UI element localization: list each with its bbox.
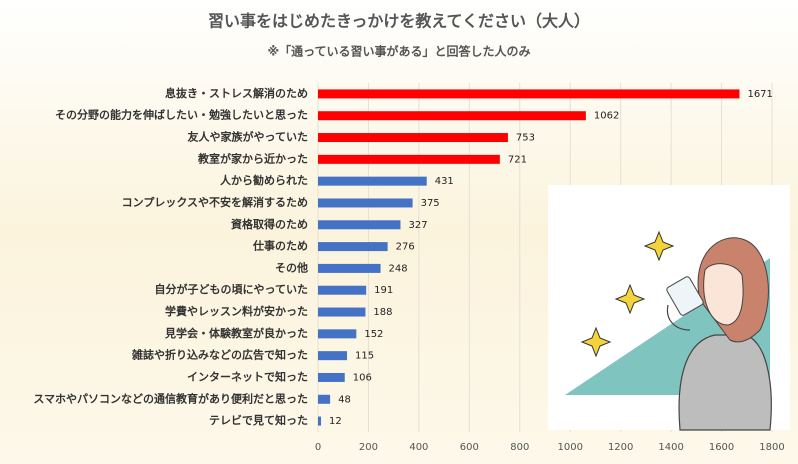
x-tick-label: 600 (460, 442, 479, 453)
illustration (548, 185, 790, 431)
x-tick-label: 1800 (759, 442, 784, 453)
data-label: 1671 (747, 89, 772, 100)
bar (318, 307, 366, 317)
y-tick-label: 見学会・体験教室が良かった (164, 326, 308, 340)
x-tick-label: 1400 (658, 442, 683, 453)
data-label: 188 (373, 307, 392, 318)
sparkle (643, 230, 675, 262)
y-tick-label: その他 (275, 260, 308, 274)
y-tick-label: 雑誌や折り込みなどの広告で知った (131, 348, 308, 362)
bar (318, 198, 413, 208)
data-label: 248 (389, 263, 408, 274)
bar (318, 285, 367, 295)
y-tick-label: 教室が家から近かった (197, 151, 308, 165)
x-tick-label: 800 (510, 442, 529, 453)
y-tick-label: 人から勧められた (220, 173, 308, 187)
bar (318, 372, 345, 382)
bar (318, 242, 388, 252)
y-tick-label: コンプレックスや不安を解消するため (122, 195, 308, 209)
data-label: 431 (435, 176, 454, 187)
chart-title: 習い事をはじめたきっかけを教えてください（大人） (208, 12, 590, 31)
data-label: 721 (508, 154, 527, 165)
sparkle (614, 283, 646, 315)
data-label: 12 (329, 416, 342, 427)
y-tick-label: その分野の能力を伸ばしたい・勉強したいと思った (55, 108, 308, 122)
x-tick-label: 1200 (608, 442, 633, 453)
bar (318, 220, 401, 230)
bar (318, 89, 740, 99)
bar (318, 133, 508, 143)
plot-area: 0 200 400 600 800 1000 1200 1400 1600 1800 息抜き・ストレ… (33, 83, 785, 453)
y-tick-label: 自分が子どもの頃にやっていた (155, 282, 308, 296)
bar (318, 329, 357, 339)
figure-hand (666, 304, 691, 331)
data-label: 753 (516, 133, 535, 144)
data-label: 327 (408, 220, 427, 231)
bar (318, 154, 500, 164)
y-tick-label: 友人や家族がやっていた (188, 130, 308, 144)
data-label: 1062 (594, 111, 619, 122)
x-tick-label: 1000 (557, 442, 582, 453)
data-label: 48 (338, 394, 351, 405)
figure-face (703, 263, 744, 326)
sparkle (580, 326, 612, 358)
x-tick-label: 1600 (709, 442, 734, 453)
bar (318, 263, 381, 273)
data-label: 375 (421, 198, 440, 209)
data-label: 115 (355, 351, 374, 362)
x-tick-label: 400 (409, 442, 428, 453)
y-tick-label: インターネットで知った (187, 369, 308, 383)
bar (318, 176, 427, 186)
y-tick-label: 仕事のため (252, 239, 308, 253)
bar (318, 394, 331, 404)
x-tick-label: 0 (315, 442, 321, 453)
data-label: 152 (364, 329, 383, 340)
y-tick-label: 息抜き・ストレス解消のため (165, 86, 308, 100)
bar (318, 351, 348, 361)
bar (318, 111, 586, 121)
y-tick-label: 資格取得のため (231, 217, 308, 231)
x-tick-label: 200 (359, 442, 378, 453)
data-label: 106 (353, 372, 372, 383)
y-tick-label: スマホやパソコンなどの通信教育があり便利だと思った (33, 391, 308, 405)
chart-subtitle: ※「通っている習い事がある」と回答した人のみ (267, 44, 530, 59)
bar (318, 416, 322, 426)
figure-body (678, 334, 772, 431)
data-label: 191 (374, 285, 393, 296)
data-label: 276 (396, 242, 415, 253)
glass (666, 276, 704, 316)
y-tick-label: テレビで見て知った (209, 413, 308, 427)
y-tick-label: 学費やレッスン料が安かった (165, 304, 308, 318)
